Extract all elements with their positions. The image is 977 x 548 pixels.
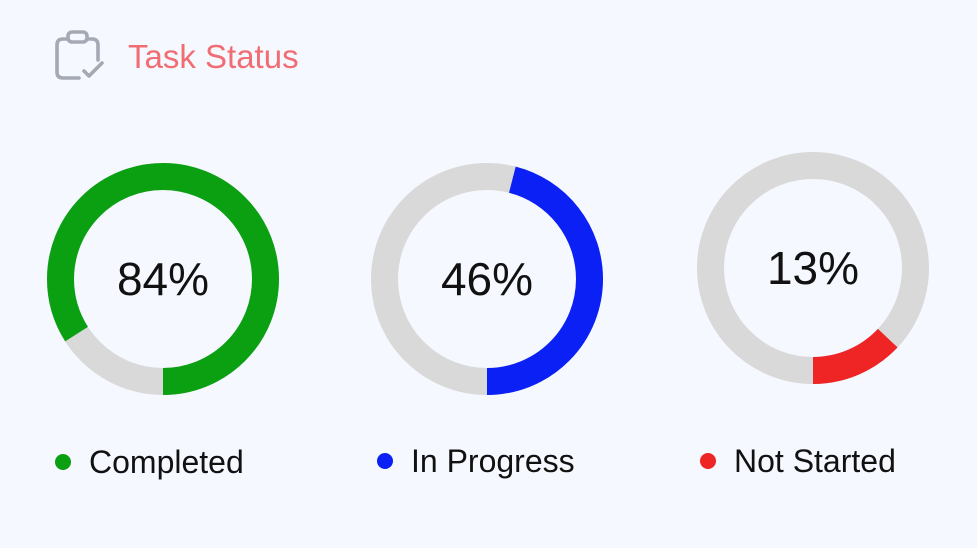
in-progress-value-label: 46% bbox=[440, 253, 534, 305]
legend-completed: Completed bbox=[55, 446, 244, 478]
completed-value-label: 84% bbox=[116, 253, 210, 305]
not-started-donut-svg bbox=[697, 152, 929, 384]
chart-title: Task Status bbox=[128, 37, 299, 75]
completed-arc bbox=[47, 163, 279, 395]
not-started-legend-dot bbox=[700, 453, 716, 469]
in-progress-donut-svg bbox=[371, 163, 603, 395]
completed-donut-svg bbox=[47, 163, 279, 395]
completed-donut: 84% bbox=[47, 163, 279, 395]
legend-in-progress: In Progress bbox=[377, 445, 575, 477]
not-started-legend-label: Not Started bbox=[734, 443, 896, 479]
clipboard-check-icon bbox=[55, 30, 104, 80]
completed-legend-label: Completed bbox=[89, 444, 244, 480]
not-started-donut: 13% bbox=[697, 152, 929, 384]
in-progress-legend-dot bbox=[377, 453, 393, 469]
in-progress-donut: 46% bbox=[371, 163, 603, 395]
not-started-value-label: 13% bbox=[766, 242, 860, 294]
not-started-arc bbox=[697, 152, 929, 384]
completed-legend-dot bbox=[55, 454, 71, 470]
chart-header: Task Status bbox=[50, 27, 299, 85]
in-progress-legend-label: In Progress bbox=[411, 443, 575, 479]
in-progress-arc bbox=[371, 163, 603, 395]
legend-not-started: Not Started bbox=[700, 445, 896, 477]
